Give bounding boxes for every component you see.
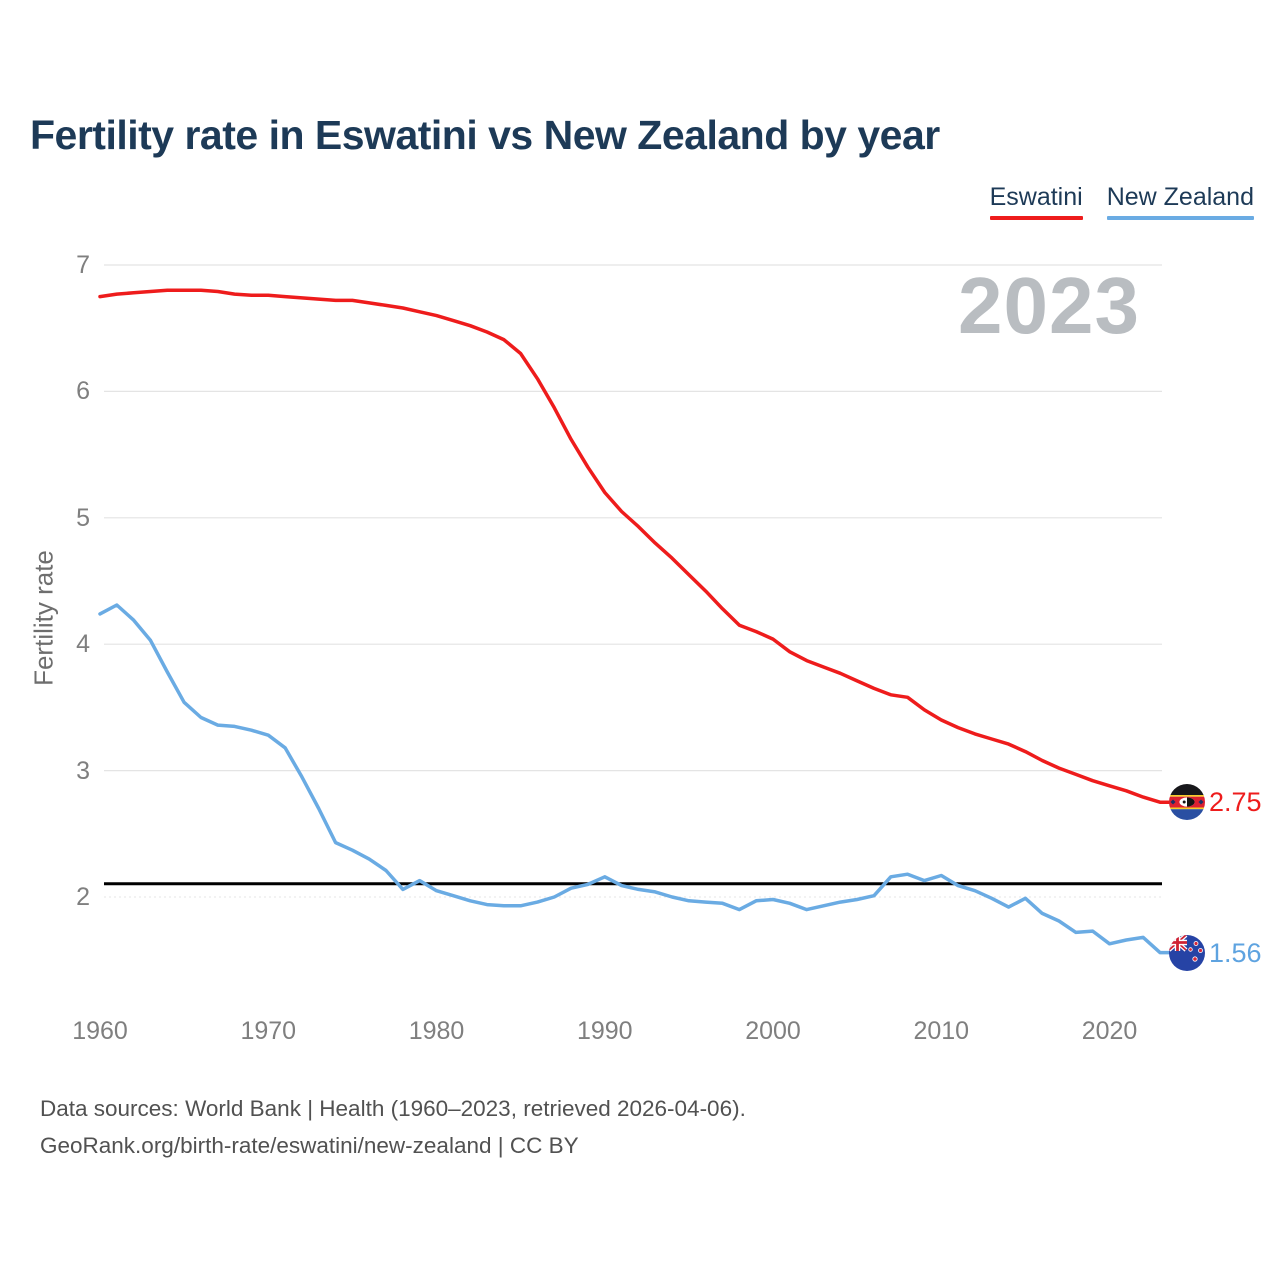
page-title: Fertility rate in Eswatini vs New Zealan… — [30, 112, 940, 158]
legend-label-eswatini: Eswatini — [989, 183, 1083, 211]
legend-item-new-zealand[interactable]: New Zealand — [1106, 183, 1254, 220]
eswatini-flag-icon — [1169, 784, 1205, 820]
y-tick-6: 6 — [76, 377, 90, 406]
year-watermark: 2023 — [958, 261, 1140, 350]
x-tick-1980: 1980 — [408, 1017, 465, 1045]
y-tick-7: 7 — [76, 251, 90, 279]
legend: Eswatini New Zealand — [989, 183, 1254, 220]
new-zealand-end-value: 1.56 — [1209, 938, 1262, 968]
x-tick-2020: 2020 — [1081, 1017, 1138, 1045]
eswatini-line[interactable] — [98, 288, 1173, 804]
legend-item-eswatini[interactable]: Eswatini — [989, 183, 1083, 220]
legend-label-new-zealand: New Zealand — [1106, 183, 1254, 211]
legend-swatch-eswatini — [989, 215, 1083, 220]
y-tick-2: 2 — [76, 883, 90, 911]
data-sources-line1: Data sources: World Bank | Health (1960–… — [40, 1096, 746, 1121]
x-tick-1970: 1970 — [240, 1017, 297, 1045]
x-tick-2000: 2000 — [745, 1017, 801, 1045]
legend-swatch-new-zealand — [1106, 215, 1254, 220]
y-tick-4: 4 — [76, 630, 90, 659]
y-tick-3: 3 — [76, 756, 90, 785]
new-zealand-flag-icon — [1169, 935, 1205, 971]
new-zealand-line[interactable] — [98, 603, 1173, 955]
eswatini-end-value: 2.75 — [1209, 787, 1262, 817]
data-sources: Data sources: World Bank | Health (1960–… — [40, 1090, 746, 1164]
x-tick-2010: 2010 — [913, 1017, 970, 1045]
y-tick-5: 5 — [76, 503, 90, 532]
data-sources-line2[interactable]: GeoRank.org/birth-rate/eswatini/new-zeal… — [40, 1133, 579, 1158]
x-tick-1960: 1960 — [72, 1017, 128, 1045]
x-tick-1990: 1990 — [576, 1017, 633, 1045]
